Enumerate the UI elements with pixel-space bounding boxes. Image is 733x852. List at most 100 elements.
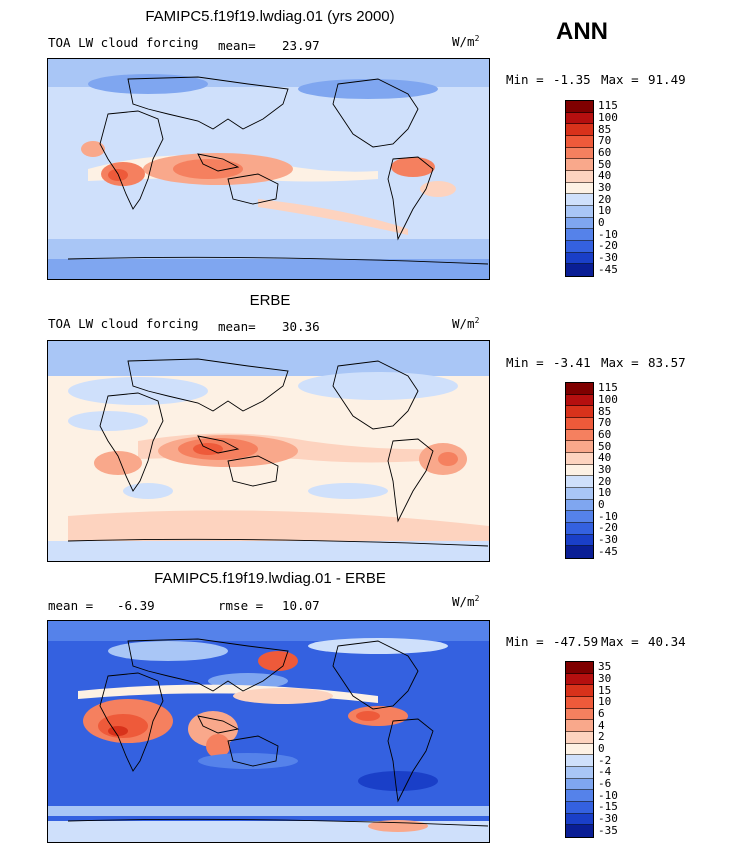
panel3-min-label: Min = [506, 634, 544, 649]
panel3-map [47, 620, 490, 843]
colorbar-tick-label: 0 [598, 742, 605, 755]
panel1-min-label: Min = [506, 72, 544, 87]
colorbar-tick-label: 70 [598, 134, 612, 148]
panel1-title: FAMIPC5.f19f19.lwdiag.01 (yrs 2000) [145, 8, 395, 25]
colorbar-tick-label: -30 [598, 812, 618, 825]
panel1-mean-value: 23.97 [282, 38, 320, 53]
colorbar-swatch [566, 685, 593, 697]
colorbar-swatch [566, 264, 593, 276]
colorbar-swatch [566, 452, 593, 465]
panel2-map [47, 340, 490, 562]
panel3-max-value: 40.34 [648, 634, 686, 649]
panel2-title: ERBE [249, 292, 291, 309]
panel3-colorbar [565, 661, 594, 838]
colorbar-tick-label: 10 [598, 695, 612, 709]
colorbar-tick-label: -4 [598, 765, 612, 779]
colorbar-swatch [566, 522, 593, 535]
colorbar-tick-label: 30 [598, 181, 612, 194]
colorbar-tick-label: 35 [598, 660, 612, 674]
colorbar-swatch [566, 229, 593, 241]
panel1-map [47, 58, 490, 280]
colorbar-swatch [566, 112, 593, 125]
panel1-max-label: Max = [601, 72, 639, 87]
colorbar-tick-label: 100 [598, 111, 618, 124]
colorbar-swatch [566, 429, 593, 442]
colorbar-tick-label: 85 [598, 404, 612, 418]
colorbar-swatch [566, 170, 593, 183]
colorbar-tick-label: -15 [598, 800, 618, 814]
colorbar-swatch [566, 441, 593, 453]
colorbar-swatch [566, 252, 593, 265]
panel2-colorbar [565, 382, 594, 559]
colorbar-swatch [566, 720, 593, 732]
colorbar-tick-label: 6 [598, 707, 605, 720]
panel1-colorbar-labels: 115 100 85 70 60 50 40 30 20 10 0 -10 -20 -30 -45 [598, 100, 638, 275]
colorbar-swatch [566, 464, 593, 477]
panel3-max-label: Max = [601, 634, 639, 649]
panel2-field-label: TOA LW cloud forcing [48, 316, 199, 331]
colorbar-swatch [566, 534, 593, 547]
season-label: ANN [556, 18, 608, 45]
colorbar-swatch [566, 801, 593, 814]
colorbar-tick-label: 10 [598, 486, 612, 500]
colorbar-tick-label: 20 [598, 474, 612, 488]
colorbar-swatch [566, 159, 593, 171]
colorbar-swatch [566, 101, 593, 113]
colorbar-swatch [566, 696, 593, 709]
panel1-map-svg [48, 59, 489, 279]
colorbar-tick-label: 2 [598, 730, 605, 744]
colorbar-swatch [566, 708, 593, 721]
panel2-min-value: -3.41 [553, 355, 591, 370]
colorbar-swatch [566, 194, 593, 206]
panel1-min-value: -1.35 [553, 72, 591, 87]
colorbar-swatch [566, 124, 593, 136]
colorbar-swatch [566, 205, 593, 218]
colorbar-tick-label: 10 [598, 204, 612, 218]
colorbar-tick-label: -35 [598, 823, 618, 837]
colorbar-swatch [566, 662, 593, 674]
colorbar-tick-label: -10 [598, 788, 618, 802]
colorbar-swatch [566, 766, 593, 779]
colorbar-swatch [566, 240, 593, 253]
colorbar-tick-label: -45 [598, 544, 618, 558]
colorbar-swatch [566, 743, 593, 756]
colorbar-tick-label: 115 [598, 99, 618, 113]
colorbar-tick-label: -30 [598, 251, 618, 264]
panel1-field-label: TOA LW cloud forcing [48, 35, 199, 50]
colorbar-tick-label: 60 [598, 428, 612, 441]
colorbar-tick-label: 60 [598, 146, 612, 159]
panel2-max-value: 83.57 [648, 355, 686, 370]
panel2-units: W/m2 [452, 316, 480, 332]
colorbar-swatch [566, 394, 593, 407]
colorbar-tick-label: 50 [598, 157, 612, 171]
colorbar-tick-label: 4 [598, 718, 605, 732]
panel2-map-svg [48, 341, 489, 561]
panel3-map-svg [48, 621, 489, 842]
colorbar-tick-label: 85 [598, 122, 612, 136]
colorbar-swatch [566, 383, 593, 395]
colorbar-swatch [566, 825, 593, 837]
panel1-mean-label: mean= [218, 38, 256, 53]
panel3-rmse-value: 10.07 [282, 598, 320, 613]
colorbar-tick-label: -10 [598, 227, 618, 241]
colorbar-swatch [566, 499, 593, 512]
colorbar-swatch [566, 135, 593, 148]
colorbar-tick-label: 0 [598, 498, 605, 511]
panel3-units: W/m2 [452, 594, 480, 610]
panel3-mean-label: mean = [48, 598, 94, 613]
colorbar-tick-label: 115 [598, 381, 618, 395]
colorbar-tick-label: -20 [598, 521, 618, 535]
colorbar-swatch [566, 731, 593, 744]
panel2-mean-value: 30.36 [282, 319, 320, 334]
colorbar-swatch [566, 673, 593, 686]
panel3-mean-value: -6.39 [117, 598, 155, 613]
colorbar-tick-label: -6 [598, 777, 612, 790]
colorbar-swatch [566, 511, 593, 523]
colorbar-swatch [566, 755, 593, 767]
colorbar-tick-label: -2 [598, 753, 612, 767]
colorbar-swatch [566, 182, 593, 195]
colorbar-swatch [566, 417, 593, 430]
colorbar-swatch [566, 546, 593, 558]
colorbar-swatch [566, 790, 593, 802]
panel1-units: W/m2 [452, 34, 480, 50]
